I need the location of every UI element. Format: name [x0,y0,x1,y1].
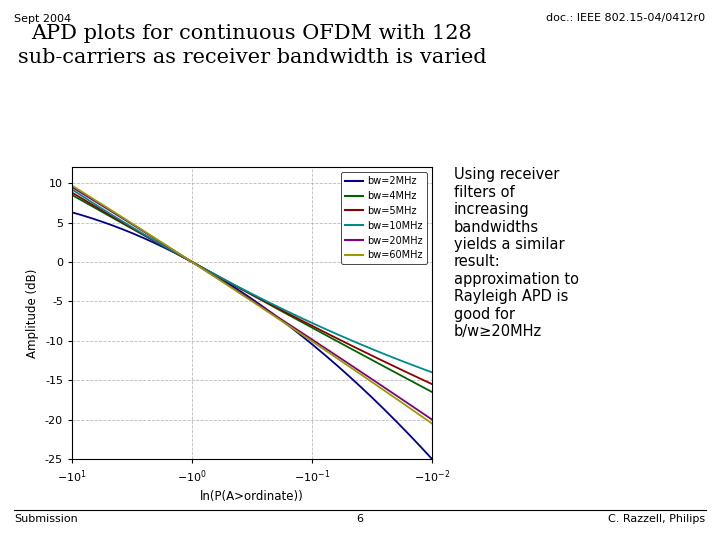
bw=10MHz [104,210,113,216]
bw=2MHz [428,456,436,462]
bw=5MHz [68,190,76,196]
bw=60MHz [428,420,436,427]
bw=10MHz [226,280,235,286]
bw=20MHz [226,284,235,290]
bw=20MHz [315,341,323,347]
bw=4MHz [315,328,323,335]
bw=5MHz [348,343,357,349]
bw=2MHz [104,221,113,227]
bw=10MHz [213,273,222,279]
bw=2MHz [355,382,364,389]
bw=5MHz [213,273,222,279]
Y-axis label: Amplitude (dB): Amplitude (dB) [27,268,40,358]
Legend: bw=2MHz, bw=4MHz, bw=5MHz, bw=10MHz, bw=20MHz, bw=60MHz: bw=2MHz, bw=4MHz, bw=5MHz, bw=10MHz, bw=… [341,172,427,265]
Text: C. Razzell, Philips: C. Razzell, Philips [608,514,706,524]
bw=5MHz [226,280,235,286]
bw=10MHz [315,323,323,329]
bw=2MHz [68,209,76,215]
Text: Submission: Submission [14,514,78,524]
Line: bw=2MHz: bw=2MHz [72,212,432,459]
Line: bw=60MHz: bw=60MHz [72,186,432,423]
bw=5MHz [315,326,323,333]
Line: bw=5MHz: bw=5MHz [72,193,432,384]
bw=2MHz [213,274,222,280]
bw=4MHz [226,280,235,286]
bw=4MHz [213,273,222,279]
X-axis label: ln(P(A>ordinate)): ln(P(A>ordinate)) [200,490,304,503]
bw=4MHz [428,389,436,395]
Text: Using receiver
filters of
increasing
bandwidths
yields a similar
result:
approxi: Using receiver filters of increasing ban… [454,167,579,339]
bw=5MHz [355,346,364,353]
bw=2MHz [348,376,357,383]
bw=2MHz [315,347,323,353]
Line: bw=20MHz: bw=20MHz [72,187,432,420]
bw=2MHz [226,281,235,288]
bw=60MHz [315,343,323,349]
bw=10MHz [355,341,364,347]
bw=4MHz [104,212,113,219]
bw=60MHz [226,284,235,291]
bw=20MHz [428,416,436,423]
bw=4MHz [355,350,364,356]
Text: 6: 6 [356,514,364,524]
bw=5MHz [104,211,113,218]
Line: bw=4MHz: bw=4MHz [72,195,432,392]
bw=20MHz [104,206,113,213]
bw=20MHz [213,275,222,281]
bw=60MHz [104,205,113,212]
Text: doc.: IEEE 802.15-04/0412r0: doc.: IEEE 802.15-04/0412r0 [546,14,706,24]
Text: APD plots for continuous OFDM with 128
sub-carriers as receiver bandwidth is var: APD plots for continuous OFDM with 128 s… [18,24,486,67]
bw=4MHz [68,192,76,198]
bw=20MHz [348,363,357,369]
bw=60MHz [68,183,76,189]
bw=60MHz [348,366,357,372]
bw=60MHz [355,370,364,376]
bw=60MHz [213,275,222,282]
bw=10MHz [428,369,436,375]
Text: Sept 2004: Sept 2004 [14,14,71,24]
Line: bw=10MHz: bw=10MHz [72,190,432,372]
bw=5MHz [428,381,436,387]
bw=4MHz [348,346,357,353]
bw=10MHz [68,186,76,193]
bw=10MHz [348,338,357,344]
bw=20MHz [68,184,76,190]
bw=20MHz [355,367,364,374]
